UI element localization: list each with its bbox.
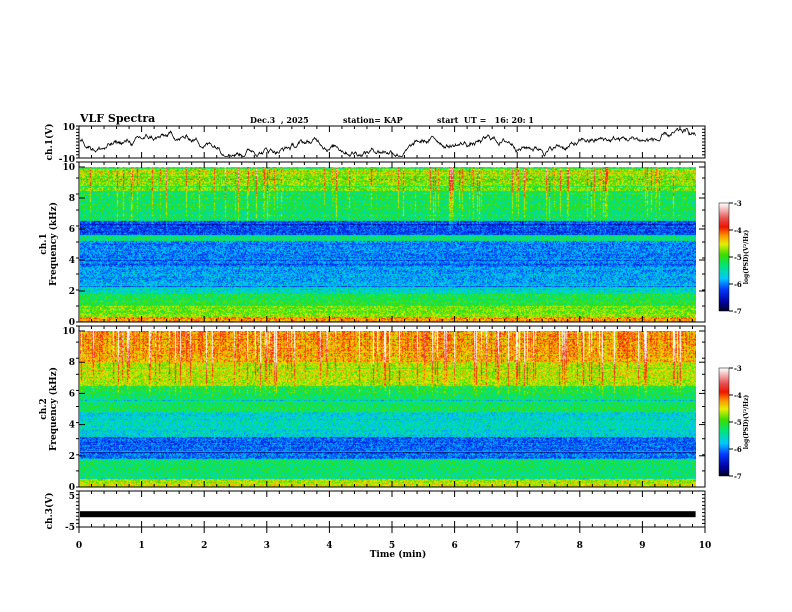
ch1-waveform-trace bbox=[79, 127, 696, 158]
ch1-colorbar-label: log(PSD)(V²/Hz) bbox=[743, 230, 750, 285]
freq-tick-label: 2 bbox=[69, 287, 75, 297]
colorbar-tick-label: -5 bbox=[734, 253, 742, 262]
ch3-v-ylabel: ch.3(V) bbox=[44, 493, 55, 530]
x-tick-label: 1 bbox=[138, 541, 144, 551]
ch1-v-ytick-bottom: -10 bbox=[59, 155, 75, 165]
x-tick-label: 6 bbox=[451, 541, 457, 551]
waveform-layer bbox=[79, 127, 696, 518]
ch1-spectrogram-image bbox=[80, 167, 696, 322]
x-axis-tick-labels: 0 1 2 3 4 5 6 7 8 9 10 bbox=[76, 541, 711, 551]
ch2-spec-ylabel-line1: ch.2 bbox=[39, 398, 49, 419]
colorbar-tick-label: -3 bbox=[734, 199, 742, 208]
colorbar-frame bbox=[718, 202, 730, 312]
x-tick-label: 0 bbox=[76, 541, 82, 551]
colorbar-tick-label: -6 bbox=[734, 280, 742, 289]
ch2-colorbar-ticks: -3 -4 -5 -6 -7 bbox=[718, 364, 742, 481]
x-tick-label: 8 bbox=[577, 541, 583, 551]
colorbar-tick-label: -5 bbox=[734, 418, 742, 427]
colorbar-tick-label: -4 bbox=[734, 391, 742, 400]
x-tick-label: 2 bbox=[201, 541, 207, 551]
colorbar-tick-label: -6 bbox=[734, 445, 742, 454]
freq-tick-label: 4 bbox=[69, 421, 75, 431]
date-label: Dec.3 , 2025 bbox=[250, 115, 309, 125]
freq-tick-label: 10 bbox=[62, 163, 75, 173]
colorbar-tick-label: -3 bbox=[734, 364, 742, 373]
ch1-v-ytick-top: 10 bbox=[62, 123, 75, 133]
colorbar-tick-label: -4 bbox=[734, 226, 742, 235]
freq-tick-label: 8 bbox=[69, 194, 75, 204]
ch2-spec-ylabel-line2: Frequency (kHz) bbox=[48, 367, 59, 451]
ch1-spec-ylabel-line1: ch.1 bbox=[39, 233, 49, 254]
freq-tick-label: 8 bbox=[69, 358, 75, 368]
x-tick-label: 5 bbox=[389, 541, 395, 551]
ch3-v-ytick-bottom: -5 bbox=[65, 523, 75, 533]
chart-title: VLF Spectra bbox=[80, 112, 156, 125]
x-tick-label: 4 bbox=[326, 541, 332, 551]
ch3-waveform-trace bbox=[80, 511, 696, 518]
ch1-spectrogram-frame bbox=[78, 161, 706, 323]
start-ut-label: start UT = 16: 20: 1 bbox=[437, 115, 534, 125]
colorbar-tick-label: -7 bbox=[734, 472, 742, 481]
ch1-spec-ylabel-line2: Frequency (kHz) bbox=[48, 202, 59, 286]
x-tick-label: 3 bbox=[264, 541, 270, 551]
ch1-v-ylabel: ch.1(V) bbox=[44, 124, 55, 161]
ch1-colorbar-ticks: -3 -4 -5 -6 -7 bbox=[718, 199, 742, 316]
freq-tick-label: 10 bbox=[62, 327, 75, 337]
ch2-spectrogram-image bbox=[80, 331, 696, 487]
freq-tick-label: 6 bbox=[69, 225, 75, 235]
ch2-colorbar-gradient bbox=[719, 368, 729, 476]
freq-tick-label: 4 bbox=[69, 256, 75, 266]
freq-tick-label: 0 bbox=[69, 318, 75, 328]
x-tick-label: 7 bbox=[514, 541, 520, 551]
ch1-spec-yticks: 0 2 4 6 8 10 bbox=[62, 163, 705, 328]
ch2-colorbar-label: log(PSD)(V²/Hz) bbox=[743, 395, 750, 450]
ch1-colorbar-gradient bbox=[719, 203, 729, 311]
freq-tick-label: 6 bbox=[69, 389, 75, 399]
colorbar-frame bbox=[718, 367, 730, 477]
freq-tick-label: 2 bbox=[69, 452, 75, 462]
axes-layer bbox=[76, 125, 706, 533]
ch3-v-ytick-top: 5 bbox=[69, 492, 75, 502]
ch2-spec-yticks: 0 2 4 6 8 10 bbox=[62, 327, 705, 493]
x-axis-label: Time (min) bbox=[370, 549, 427, 560]
x-tick-label: 9 bbox=[639, 541, 645, 551]
ch2-spectrogram-frame bbox=[78, 325, 706, 488]
freq-tick-label: 0 bbox=[69, 483, 75, 493]
x-tick-label: 10 bbox=[699, 541, 712, 551]
station-label: station= KAP bbox=[343, 115, 403, 125]
colorbar-tick-label: -7 bbox=[734, 307, 742, 316]
